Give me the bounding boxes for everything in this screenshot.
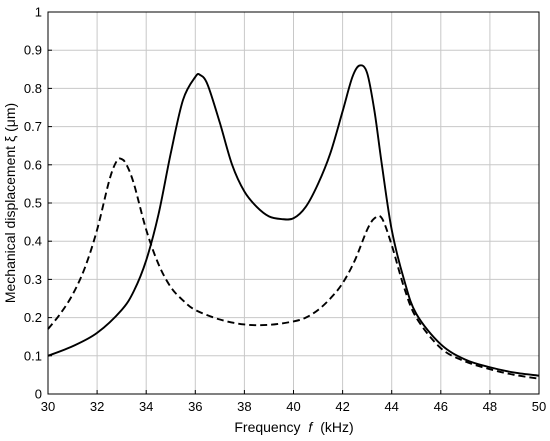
- x-tick-label: 36: [188, 399, 202, 414]
- x-tick-label: 44: [384, 399, 398, 414]
- x-tick-label: 38: [237, 399, 251, 414]
- x-tick-label: 30: [41, 399, 55, 414]
- y-tick-label: 0.1: [24, 348, 42, 363]
- dashed-series-line: [47, 157, 540, 380]
- series-layer: [47, 64, 540, 380]
- y-axis-label: Mechanical displacement ξ (μm): [2, 103, 18, 303]
- y-tick-label: 0.7: [24, 119, 42, 134]
- y-axis-ticks: 0 0.1 0.2 0.3 0.4 0.5 0.6 0.7 0.8 0.9 1: [24, 5, 52, 402]
- y-tick-label: 0.9: [24, 43, 42, 58]
- x-tick-label: 34: [139, 399, 153, 414]
- y-tick-label: 0.4: [24, 234, 42, 249]
- x-tick-label: 48: [483, 399, 497, 414]
- x-axis-ticks: 30 32 34 36 38 40 42 44 46 48 50: [41, 390, 546, 414]
- x-axis-label: Frequency f (kHz): [234, 419, 353, 435]
- y-tick-label: 0.5: [24, 196, 42, 211]
- y-tick-label: 0: [35, 387, 42, 402]
- x-axis-label-text: Frequency: [234, 419, 300, 435]
- x-axis-label-symbol: f: [308, 419, 314, 435]
- x-tick-label: 40: [286, 399, 300, 414]
- y-tick-label: 1: [35, 5, 42, 20]
- x-tick-label: 46: [434, 399, 448, 414]
- x-tick-label: 50: [532, 399, 546, 414]
- x-tick-label: 42: [335, 399, 349, 414]
- y-tick-label: 0.2: [24, 310, 42, 325]
- y-tick-label: 0.3: [24, 272, 42, 287]
- x-tick-label: 32: [90, 399, 104, 414]
- x-axis-label-unit: (kHz): [320, 419, 353, 435]
- y-tick-label: 0.6: [24, 157, 42, 172]
- y-tick-label: 0.8: [24, 81, 42, 96]
- solid-series-line: [47, 64, 540, 377]
